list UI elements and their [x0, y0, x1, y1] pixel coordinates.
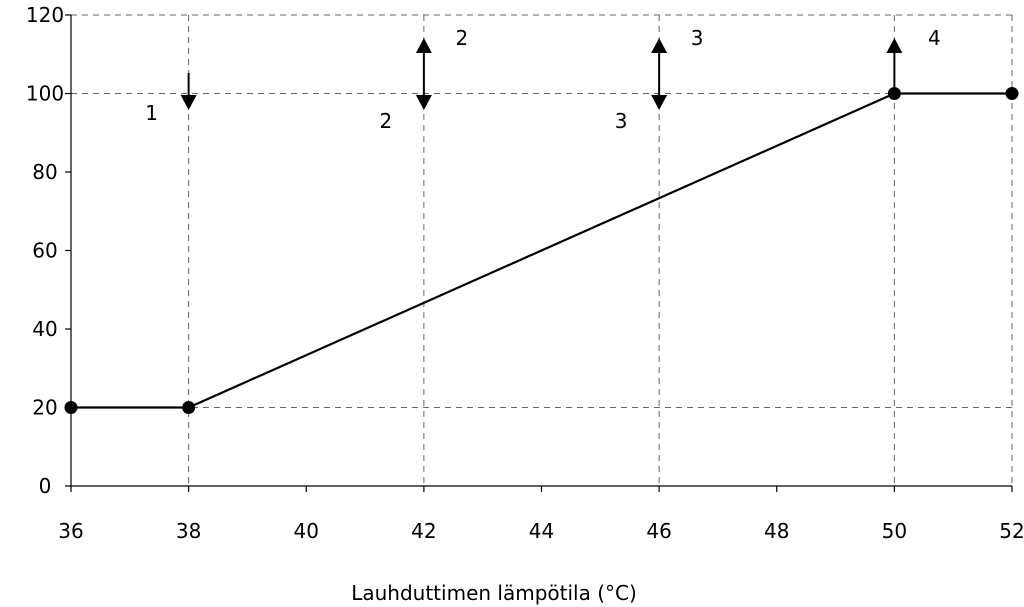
- x-tick-label: 48: [764, 519, 789, 543]
- y-tick-label: 20: [32, 396, 57, 420]
- x-tick-label: 36: [58, 519, 83, 543]
- y-tick-label: 120: [26, 3, 64, 27]
- annotation-arrow-up: [651, 38, 668, 53]
- x-tick-label: 50: [882, 519, 907, 543]
- annotation-label: 3: [615, 109, 628, 133]
- x-tick-label: 40: [294, 519, 319, 543]
- annotation-arrow-down: [651, 95, 668, 110]
- y-tick-label: 80: [32, 160, 57, 184]
- x-tick-label: 46: [646, 519, 671, 543]
- annotation-label: 2: [456, 26, 469, 50]
- y-tick-label: 0: [39, 474, 52, 498]
- annotation-arrow-up: [415, 38, 432, 53]
- annotation-arrow-down: [180, 95, 197, 110]
- x-tick-label: 52: [999, 519, 1024, 543]
- data-point: [182, 401, 196, 414]
- data-point: [887, 87, 901, 100]
- annotation-label: 4: [928, 26, 941, 50]
- y-tick-label: 40: [32, 317, 57, 341]
- annotation-arrow-down: [415, 95, 432, 110]
- annotation-label: 2: [380, 109, 393, 133]
- x-tick-label: 42: [411, 519, 436, 543]
- y-tick-label: 100: [26, 82, 64, 106]
- x-axis-title: Lauhduttimen lämpötila (°C): [351, 581, 637, 605]
- annotation-label: 1: [145, 101, 158, 125]
- data-point: [64, 401, 78, 414]
- series-line: [71, 92, 1012, 409]
- y-tick-label: 60: [32, 239, 57, 263]
- annotation-arrow-up: [886, 38, 903, 53]
- axes: [65, 14, 1013, 492]
- annotations: 1 2 2 3 3 4: [145, 26, 940, 133]
- annotation-label: 3: [691, 26, 704, 50]
- series-group: [64, 87, 1019, 414]
- data-point: [1005, 87, 1019, 100]
- x-tick-label: 38: [176, 519, 201, 543]
- x-tick-label: 44: [529, 519, 554, 543]
